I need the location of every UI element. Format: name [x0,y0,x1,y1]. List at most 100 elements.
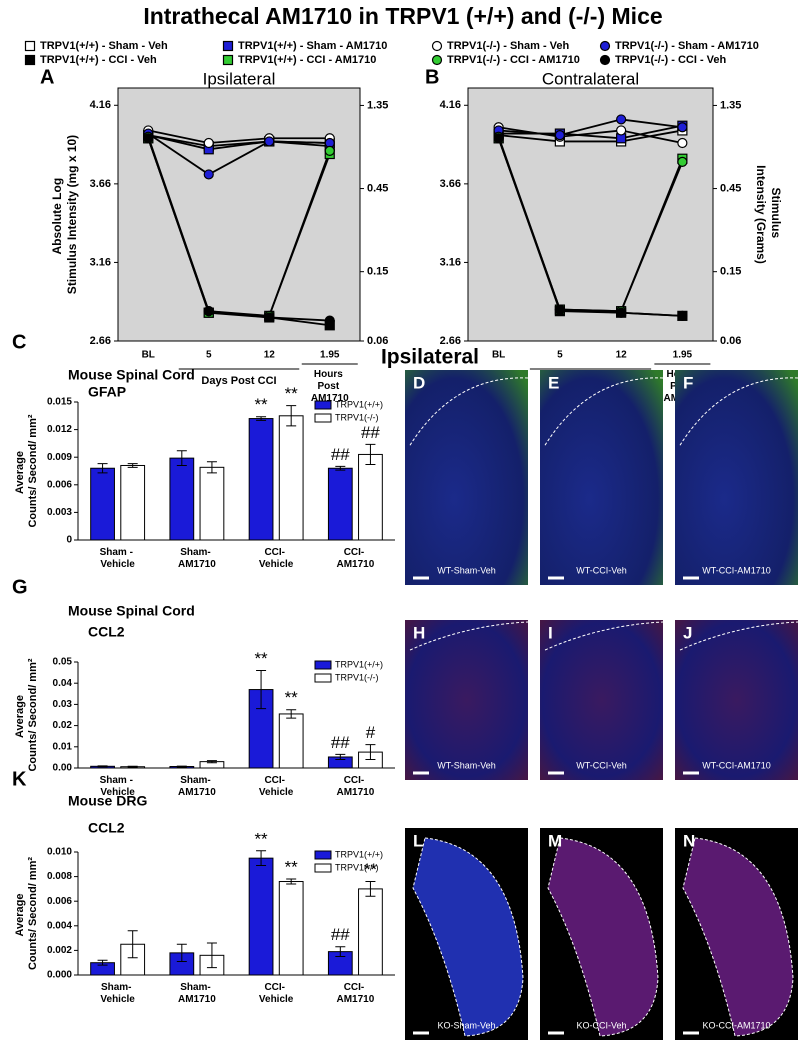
y-tick-label: 0.015 [47,397,72,408]
bar [358,453,383,541]
micrograph [675,370,798,585]
x-tick-label: 5 [557,350,563,361]
error-bar [286,709,297,719]
panel-letter: C [12,331,26,353]
series-line [147,132,330,176]
series-line [148,129,330,144]
chart-title: Contralateral [542,69,639,88]
x-tick-label: 1.95 [320,350,340,361]
point [493,133,504,144]
tissue-border [679,621,799,651]
x-tick-label: Sham- AM1710 [178,982,216,1005]
point [203,137,214,149]
legend-swatch [314,413,332,423]
y-tick-label: 0.04 [53,678,73,689]
legend-label: TRPV1(-/-) [335,862,379,872]
micrograph [540,620,663,780]
micrograph [405,370,528,585]
point [222,54,234,66]
point [677,310,688,321]
image-letter: H [413,623,425,642]
y-axis-label: Average Counts/ Second/ mm² [14,658,39,771]
x-tick-label: CCI- Vehicle [259,982,294,1005]
legend-label: TRPV1(-/-) - Sham - AM1710 [615,40,759,52]
annotation: ** [364,860,378,879]
error-bar [335,465,346,471]
tissue [682,837,794,1037]
y-tick-label: 0.008 [47,871,72,882]
y-tick-label: 0.010 [47,847,72,858]
error-bar [286,878,297,885]
point [143,133,154,144]
point [203,306,214,317]
y-tick-label: 0.00 [53,763,73,774]
legend-label: TRPV1(-/-) [335,672,379,682]
bar [327,467,353,541]
point [599,54,611,66]
x-tick-label: CCI- AM1710 [336,547,374,570]
point [616,307,627,318]
error-bar [206,942,217,969]
section-heading: Ipsilateral [381,346,479,369]
x-tick-label: 5 [206,350,212,361]
error-bar [335,946,346,958]
y-tick-label: 3.16 [90,256,111,268]
chart-title: CCL2 [88,624,125,640]
image-letter: D [413,373,425,392]
annotation: ## [331,733,350,752]
y-tick-label: 0.000 [47,970,72,981]
y2-tick-label: 0.15 [720,266,741,278]
point [24,54,36,66]
legend-swatch [314,400,332,410]
y2-tick-label: 1.35 [720,99,741,111]
error-bar [97,463,108,474]
y-axis-label: Average Counts/ Second/ mm² [14,857,39,970]
annotation: ** [254,829,268,848]
legend-label: TRPV1(+/+) - Sham - AM1710 [238,40,387,52]
x-tick-label: 1.95 [673,350,693,361]
error-bar [365,443,376,466]
legend-swatch [314,863,332,873]
micrograph [405,620,528,780]
error-bar [127,930,138,959]
image-letter: I [548,623,553,642]
legend-swatch [314,673,332,683]
point [554,304,565,315]
x-tick-label: Sham- AM1710 [178,775,216,798]
error-bar [176,943,187,962]
legend-label: TRPV1(-/-) - CCI - Veh [615,54,727,66]
micrograph [675,620,798,780]
point [203,169,214,180]
error-bar [206,760,217,764]
y-tick-label: 0.02 [53,720,73,731]
micrograph [540,370,663,585]
tissue-border [409,621,529,651]
series-line [498,118,683,137]
bar [278,415,304,541]
annotation: ** [285,688,299,707]
panel-letter: G [12,576,28,598]
y2-axis-label: Stimulus Intensity (Grams) [754,165,783,264]
legend-label: TRPV1(+/+) - Sham - Veh [40,40,168,52]
legend-swatch [314,850,332,860]
legend-label: TRPV1(+/+) - CCI - AM1710 [238,54,376,66]
image-label: WT-CCI-Veh [576,760,627,770]
legend-label: TRPV1(+/+) [335,399,383,409]
x-tick-label: CCI- Vehicle [259,775,294,798]
chart-title: CCL2 [88,820,125,836]
image-letter: J [683,623,692,642]
x-group-label: Days Post CCI [201,375,276,387]
point [264,136,275,147]
point [554,130,565,141]
y2-tick-label: 0.06 [367,335,388,347]
y2-tick-label: 0.06 [720,335,741,347]
y-tick-label: 0.05 [53,657,73,668]
chart-title: Ipsilateral [203,69,276,88]
point [431,54,443,66]
plot-background [117,87,361,342]
point [599,40,611,52]
point [264,312,275,323]
panel-letter: B [425,66,439,88]
legend-swatch [314,660,332,670]
legend-label: TRPV1(-/-) [335,412,379,422]
